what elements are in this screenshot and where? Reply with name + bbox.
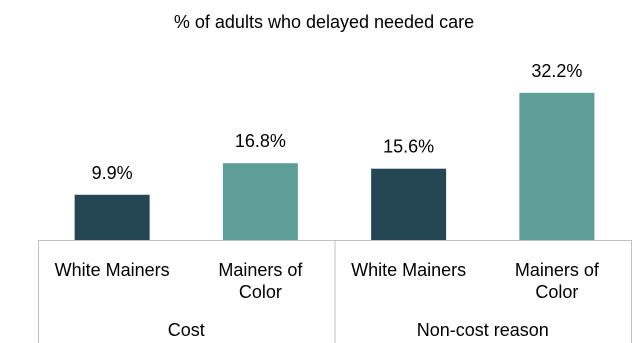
bar — [519, 93, 594, 240]
group-label: Cost — [168, 320, 205, 340]
data-label: 15.6% — [383, 137, 434, 157]
data-label: 32.2% — [531, 61, 582, 81]
group-label: Non-cost reason — [417, 320, 549, 340]
chart-title: % of adults who delayed needed care — [174, 12, 474, 32]
data-label: 16.8% — [235, 131, 286, 151]
bar — [223, 163, 298, 240]
bars-layer — [75, 93, 595, 240]
category-tick-label: Mainers of Color — [218, 260, 303, 302]
bar — [75, 195, 150, 240]
data-label: 9.9% — [92, 163, 133, 183]
bar — [371, 169, 446, 240]
category-tick-label: White Mainers — [55, 260, 170, 280]
category-tick-label: Mainers of Color — [515, 260, 600, 302]
category-tick-label: White Mainers — [351, 260, 466, 280]
labels-layer: 9.9% 16.8% 15.6% 32.2% — [92, 61, 583, 183]
category-axis: White Mainers Mainers of Color Cost White Ma… — [38, 240, 632, 343]
